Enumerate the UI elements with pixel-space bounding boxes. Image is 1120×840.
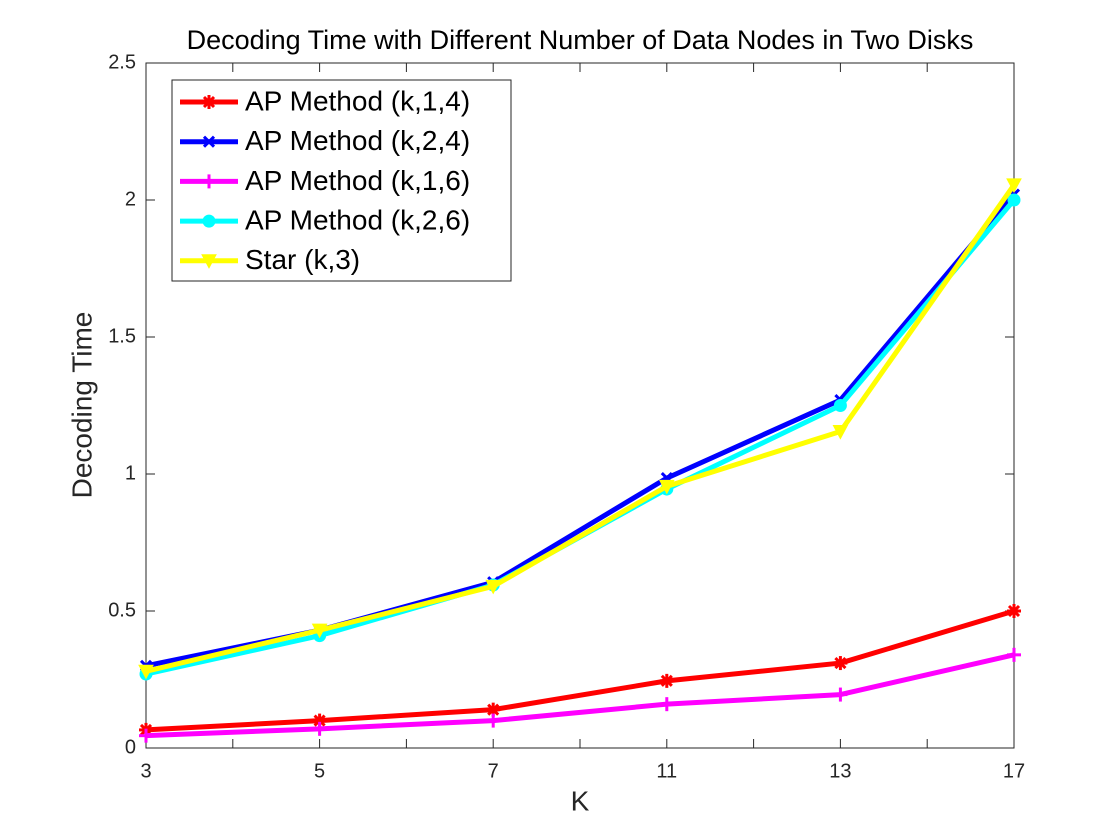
y-tick-label: 0 (125, 736, 136, 758)
marker-shape (1007, 193, 1021, 207)
data-point (833, 687, 848, 702)
data-point (833, 399, 847, 412)
x-tick-label: 7 (488, 760, 499, 782)
y-tick-label: 1 (125, 462, 136, 484)
marker-shape (832, 425, 849, 440)
data-point (1007, 647, 1021, 662)
marker-shape (833, 399, 847, 412)
legend-label: AP Method (k,2,6) (245, 204, 470, 235)
x-tick-label: 17 (1003, 760, 1025, 782)
marker-shape (201, 254, 217, 269)
data-point (486, 713, 501, 728)
x-tick-label: 5 (314, 760, 325, 782)
legend-label: AP Method (k,1,6) (245, 165, 470, 196)
marker-shape (138, 664, 154, 680)
legend-marker (202, 95, 216, 109)
data-point (833, 656, 848, 671)
legend-marker (201, 254, 217, 269)
marker-stroke (1007, 604, 1021, 618)
marker-shape (658, 479, 675, 495)
data-point (659, 673, 674, 688)
data-point (832, 425, 849, 440)
marker-stroke (313, 714, 326, 727)
series-line (145, 608, 1015, 733)
data-point (1007, 193, 1021, 207)
x-axis-label: K (571, 785, 590, 816)
marker-stroke (834, 656, 847, 670)
x-tick-label: 13 (829, 760, 851, 782)
marker-stroke (202, 95, 216, 109)
series-line (145, 183, 1017, 674)
data-point (659, 697, 674, 712)
legend-marker (202, 174, 216, 189)
legend-label: AP Method (k,2,4) (245, 125, 470, 156)
data-point (485, 579, 502, 595)
data-point (312, 721, 327, 736)
data-point (658, 479, 675, 495)
marker-shape (485, 579, 502, 595)
marker-stroke (202, 135, 216, 148)
marker-stroke (487, 703, 500, 716)
legend-label: Star (k,3) (245, 244, 360, 275)
y-tick-label: 0.5 (108, 599, 136, 621)
data-point (1007, 604, 1021, 618)
data-point (1006, 178, 1022, 193)
title-background (105, 20, 1055, 62)
y-tick-label: 2.5 (108, 51, 136, 73)
x-tick-label: 3 (140, 760, 151, 782)
legend-label: AP Method (k,1,4) (245, 85, 470, 116)
y-tick-label: 2 (125, 188, 136, 210)
legend-marker (202, 135, 216, 148)
marker-shape (1006, 178, 1022, 193)
marker-shape (202, 214, 216, 228)
x-tick-label: 11 (656, 760, 677, 782)
marker-stroke (660, 674, 673, 687)
data-point (138, 664, 154, 680)
data-point (311, 623, 328, 639)
marker-shape (311, 623, 328, 639)
legend-marker (202, 214, 216, 228)
chart-title: Decoding Time with Different Number of D… (187, 25, 974, 55)
series-line (145, 652, 1015, 739)
y-axis-label: Decoding Time (66, 312, 97, 499)
y-tick-label: 1.5 (108, 325, 136, 347)
data-point (139, 728, 153, 743)
